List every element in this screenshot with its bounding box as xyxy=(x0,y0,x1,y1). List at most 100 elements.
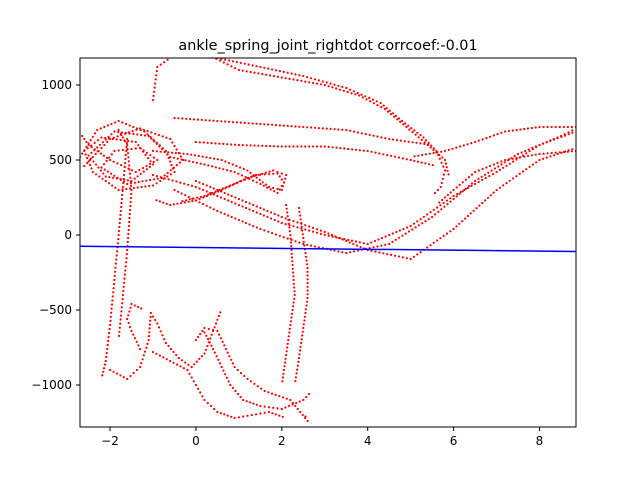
scatter-point xyxy=(109,368,112,372)
scatter-point xyxy=(252,402,255,405)
scatter-point xyxy=(382,104,385,107)
scatter-point xyxy=(115,258,118,261)
scatter-point xyxy=(379,101,382,105)
scatter-point xyxy=(374,151,377,154)
scatter-point xyxy=(406,226,409,229)
scatter-point xyxy=(449,230,452,233)
scatter-point xyxy=(358,94,361,97)
scatter-point xyxy=(151,184,155,187)
scatter-point xyxy=(497,165,500,168)
scatter-point xyxy=(213,157,216,160)
scatter-point xyxy=(167,151,170,154)
scatter-point xyxy=(91,135,94,138)
scatter-point xyxy=(462,144,465,147)
scatter-point xyxy=(235,164,238,168)
scatter-point xyxy=(308,145,311,148)
scatter-point xyxy=(556,136,559,139)
scatter-point xyxy=(273,218,276,222)
scatter-point xyxy=(495,170,498,174)
scatter-point xyxy=(530,126,534,130)
scatter-point xyxy=(98,175,101,178)
scatter-point xyxy=(343,147,346,150)
scatter-point xyxy=(226,414,229,417)
scatter-point xyxy=(96,139,100,142)
x-tick-label: 4 xyxy=(364,434,372,448)
scatter-point xyxy=(194,338,197,342)
scatter-point xyxy=(253,71,256,74)
scatter-point xyxy=(546,152,549,155)
scatter-point xyxy=(260,387,263,390)
scatter-point xyxy=(99,169,102,172)
scatter-point xyxy=(119,322,122,325)
scatter-point xyxy=(302,236,305,240)
scatter-point xyxy=(376,135,379,138)
scatter-point xyxy=(278,70,281,73)
scatter-point xyxy=(216,194,219,198)
scatter-point xyxy=(85,140,88,144)
scatter-point xyxy=(310,244,313,247)
scatter-point xyxy=(223,344,226,347)
scatter-point xyxy=(233,170,236,174)
scatter-point xyxy=(262,208,265,211)
scatter-point xyxy=(427,143,430,146)
scatter-point xyxy=(237,416,240,419)
scatter-point xyxy=(571,129,574,132)
scatter-point xyxy=(165,202,168,205)
scatter-point xyxy=(202,188,205,192)
scatter-point xyxy=(140,185,143,189)
scatter-point xyxy=(281,376,284,379)
scatter-point xyxy=(294,240,297,243)
scatter-point xyxy=(212,193,215,196)
scatter-point xyxy=(127,321,130,325)
scatter-point xyxy=(386,253,389,256)
scatter-point xyxy=(117,238,120,241)
scatter-point xyxy=(153,86,156,89)
scatter-point xyxy=(293,297,296,300)
scatter-point xyxy=(106,343,109,347)
scatter-point xyxy=(143,350,147,353)
scatter-point xyxy=(290,245,293,248)
scatter-point xyxy=(148,331,151,334)
scatter-point xyxy=(526,127,530,130)
scatter-point xyxy=(123,165,126,169)
scatter-point xyxy=(155,74,158,77)
scatter-point xyxy=(525,168,528,171)
scatter-point xyxy=(100,136,103,139)
scatter-point xyxy=(373,239,376,243)
scatter-point xyxy=(104,175,107,178)
scatter-point xyxy=(137,144,140,147)
scatter-point xyxy=(362,149,365,152)
scatter-point xyxy=(472,209,475,212)
scatter-point xyxy=(271,123,274,126)
scatter-point xyxy=(148,184,151,188)
scatter-point xyxy=(443,196,447,199)
scatter-point xyxy=(337,84,340,87)
scatter-point xyxy=(195,360,198,363)
scatter-point xyxy=(241,69,244,72)
scatter-point xyxy=(193,363,196,366)
scatter-point xyxy=(306,285,309,288)
scatter-point xyxy=(248,223,251,226)
scatter-point xyxy=(442,165,445,168)
scatter-point xyxy=(443,169,447,172)
scatter-point xyxy=(136,133,139,136)
scatter-point xyxy=(417,154,420,157)
scatter-point xyxy=(251,64,254,67)
scatter-point xyxy=(356,131,360,134)
scatter-point xyxy=(141,166,145,170)
scatter-point xyxy=(455,225,458,228)
scatter-point xyxy=(180,202,183,205)
scatter-point xyxy=(523,155,526,158)
scatter-point xyxy=(265,144,268,148)
scatter-point xyxy=(194,383,197,387)
scatter-point xyxy=(358,149,361,152)
scatter-point xyxy=(413,155,416,158)
scatter-point xyxy=(294,376,297,379)
scatter-point xyxy=(304,228,307,231)
scatter-point xyxy=(449,191,452,194)
scatter-point xyxy=(306,300,309,303)
scatter-point xyxy=(88,163,92,167)
scatter-point xyxy=(166,58,169,61)
scatter-point xyxy=(306,293,309,296)
scatter-point xyxy=(375,100,378,103)
